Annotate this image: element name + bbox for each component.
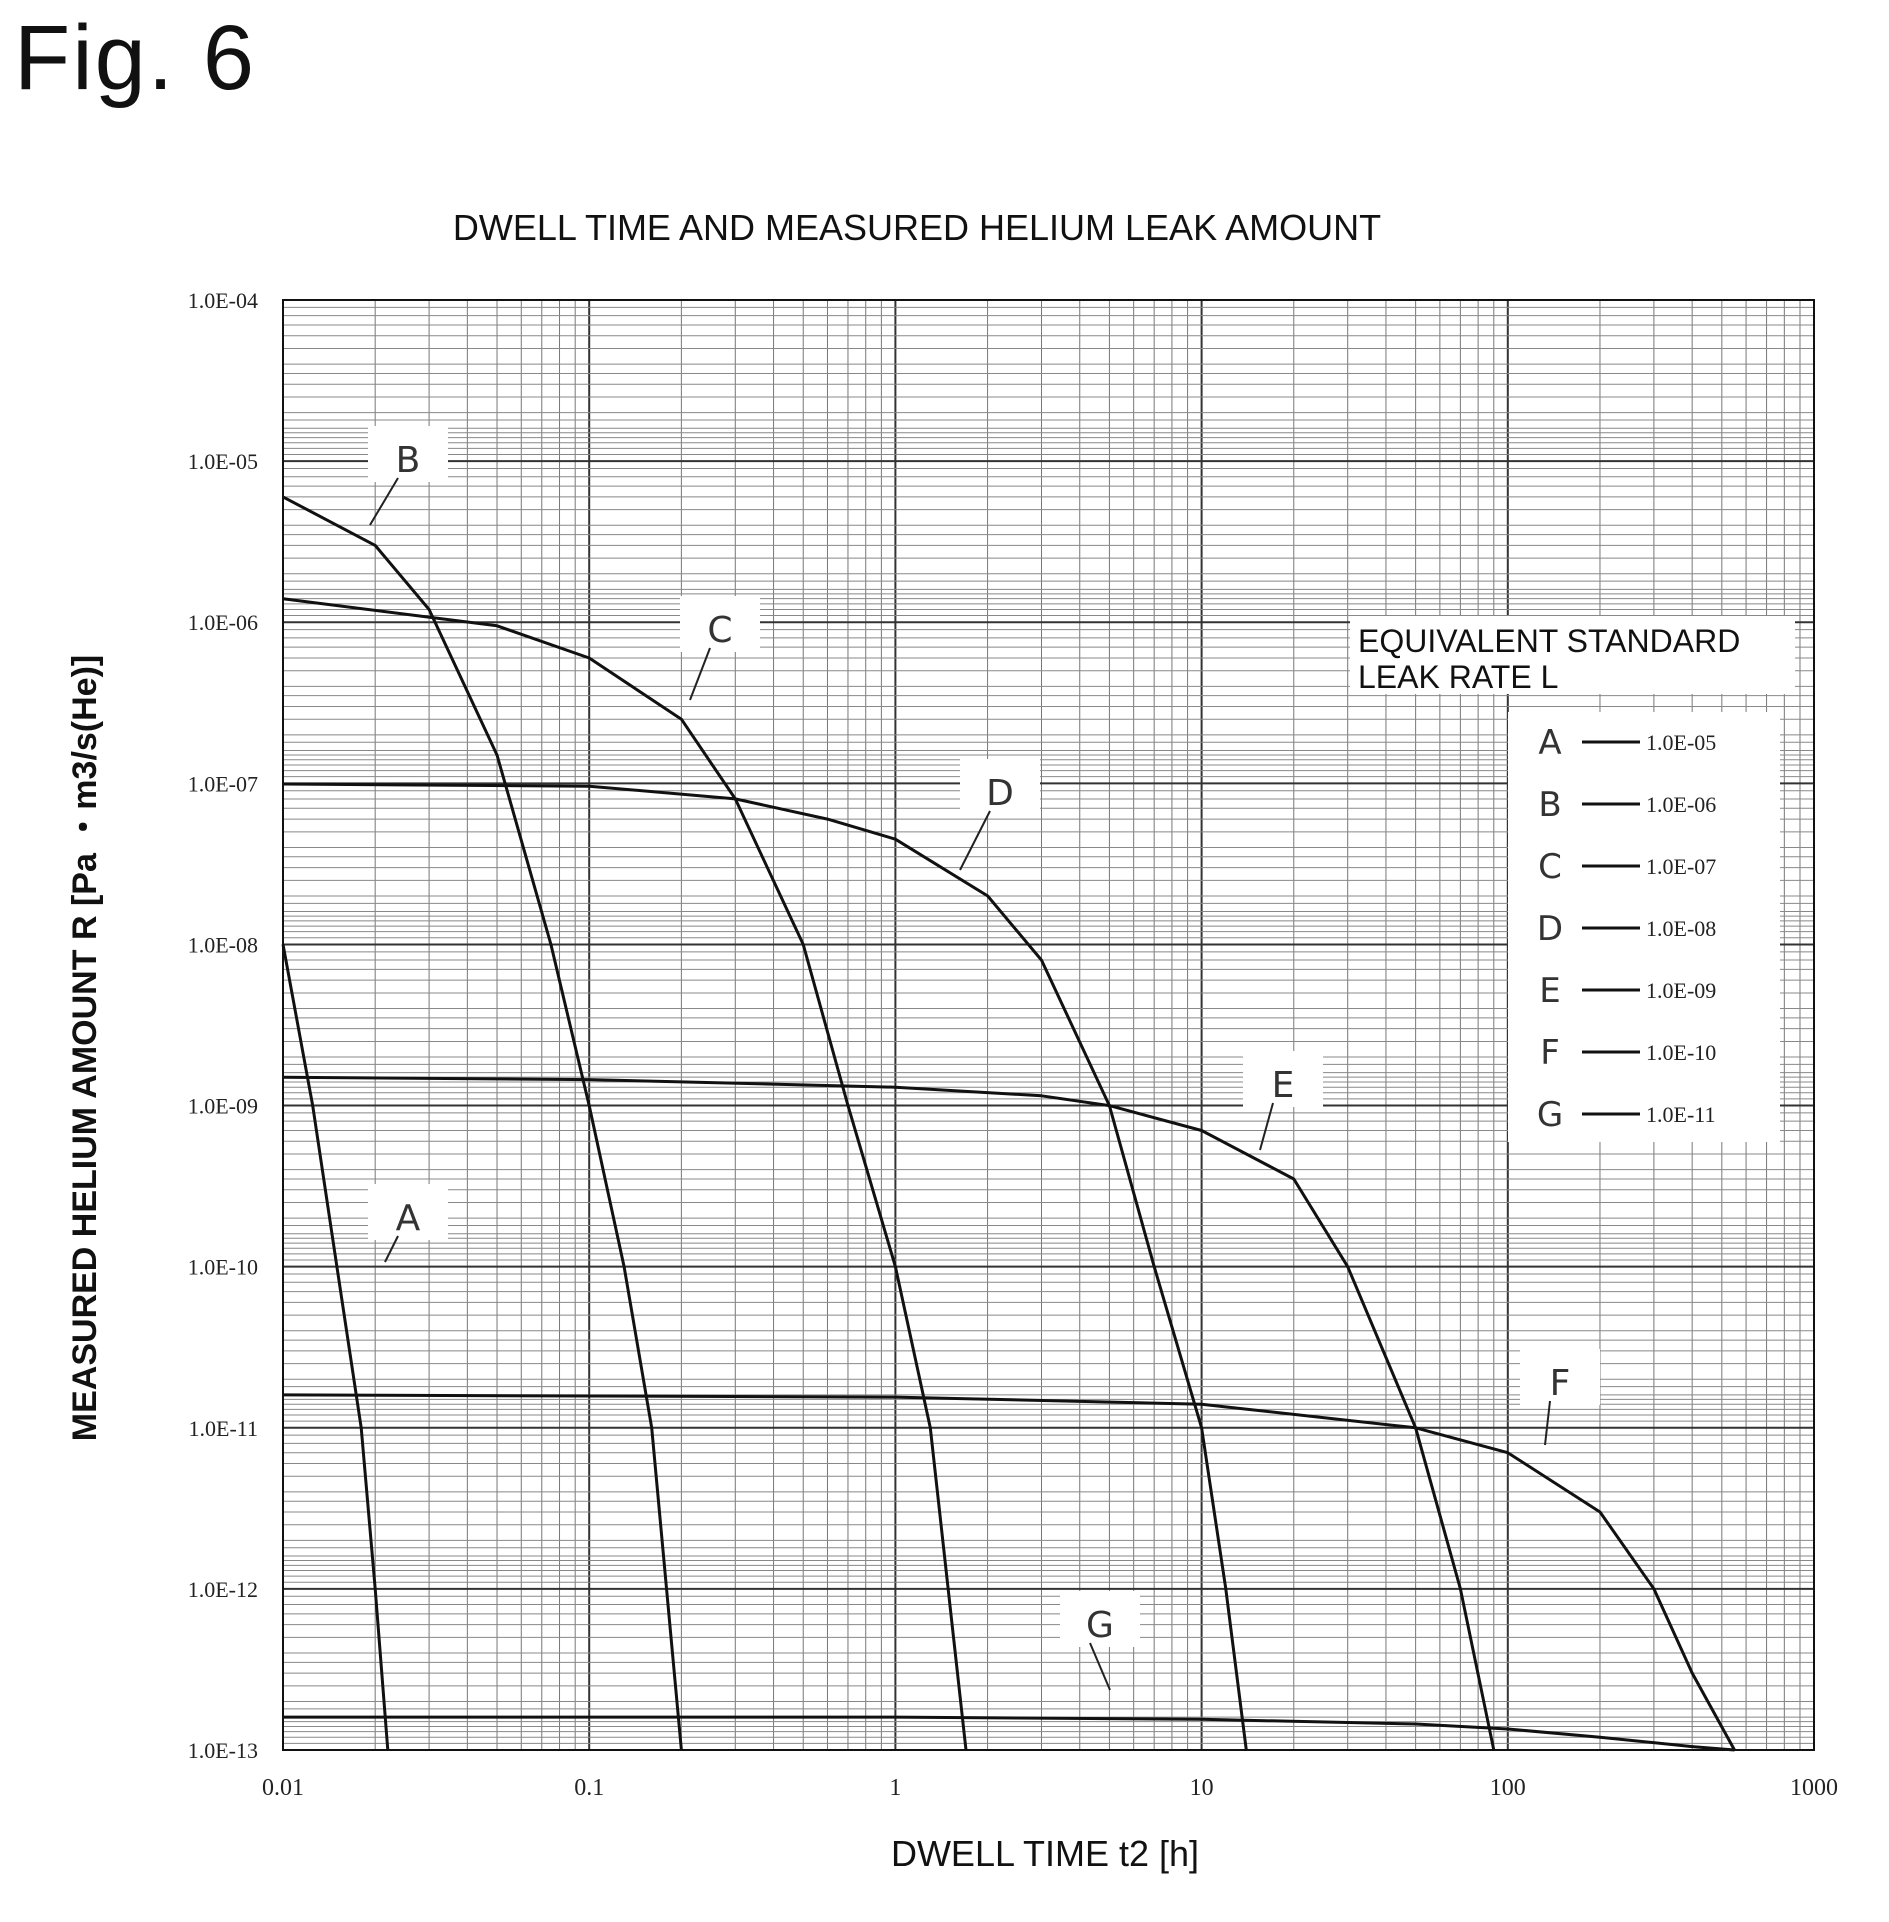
series-line-d [282, 782, 1248, 1751]
annotation-box [1243, 1051, 1323, 1107]
legend-entry-letter: D [1537, 909, 1563, 949]
legend-entry-value: 1.0E-10 [1646, 1040, 1716, 1065]
annotation-label-c: C [707, 610, 732, 651]
chart-title: DWELL TIME AND MEASURED HELIUM LEAK AMOU… [453, 207, 1381, 248]
legend-entry-value: 1.0E-08 [1646, 916, 1716, 941]
x-tick-label: 10 [1190, 1775, 1214, 1801]
y-tick-label: 1.0E-10 [188, 1255, 258, 1280]
y-tick-label: 1.0E-09 [188, 1094, 258, 1119]
series-line-a [281, 944, 390, 1751]
legend-entry-letter: F [1540, 1033, 1560, 1073]
annotation-leader [1544, 1400, 1551, 1446]
annotation-leader [1089, 1642, 1111, 1691]
plot-frame [282, 299, 1815, 1751]
legend-entry-letter: G [1537, 1095, 1563, 1135]
annotation-box [1520, 1349, 1600, 1405]
x-tick-labels: 0.01 0.1 1 10 100 1000 [262, 1775, 1838, 1801]
y-tick-label: 1.0E-07 [188, 771, 258, 796]
annotation-box [960, 759, 1040, 815]
annotation-leader [384, 1235, 399, 1263]
annotation-box [368, 1184, 448, 1240]
series-curves [281, 495, 1736, 1752]
legend-entry-value: 1.0E-07 [1646, 854, 1716, 879]
annotation-box [1060, 1591, 1140, 1647]
y-tick-label: 1.0E-06 [188, 610, 258, 635]
legend-entry-value: 1.0E-05 [1646, 730, 1716, 755]
y-tick-label: 1.0E-13 [188, 1738, 258, 1763]
x-tick-label: 1000 [1790, 1775, 1838, 1801]
legend-entry-letter: B [1538, 785, 1561, 825]
series-line-f [282, 1393, 1736, 1751]
legend-entry-value: 1.0E-06 [1646, 792, 1716, 817]
y-tick-label: 1.0E-12 [188, 1577, 258, 1602]
annotation-leader [959, 810, 991, 871]
annotation-leader [369, 477, 399, 526]
legend-title-line2: LEAK RATE L [1358, 659, 1558, 695]
series-line-c [282, 597, 968, 1751]
y-tick-label: 1.0E-08 [188, 932, 258, 957]
series-line-b [282, 495, 683, 1751]
legend-entry-letter: C [1538, 847, 1562, 887]
y-tick-label: 1.0E-05 [188, 449, 258, 474]
annotation-box [368, 426, 448, 482]
legend-entry-letter: E [1539, 971, 1560, 1011]
legend-entry-letter: A [1538, 723, 1561, 763]
legend-entries-box [1508, 712, 1780, 1142]
x-tick-label: 0.01 [262, 1775, 304, 1801]
annotation-label-g: G [1086, 1605, 1114, 1646]
annotation-label-f: F [1550, 1363, 1571, 1404]
annotation-label-e: E [1272, 1065, 1295, 1106]
annotation-box [680, 596, 760, 652]
legend-entry-value: 1.0E-09 [1646, 978, 1716, 1003]
annotation-leader [1259, 1102, 1274, 1151]
x-tick-label: 100 [1490, 1775, 1526, 1801]
series-line-g [283, 1715, 1735, 1752]
figure-label: Fig. 6 [14, 7, 257, 109]
series-line-e [282, 1075, 1496, 1751]
annotation-leader [689, 647, 711, 701]
x-tick-label: 1 [889, 1775, 901, 1801]
y-tick-label: 1.0E-04 [188, 288, 258, 313]
y-tick-label: 1.0E-11 [189, 1416, 258, 1441]
annotation-label-d: D [986, 773, 1014, 814]
x-tick-label: 0.1 [574, 1775, 604, 1801]
legend-title-box [1350, 616, 1795, 694]
x-axis-label: DWELL TIME t2 [h] [891, 1833, 1199, 1874]
annotation-label-a: A [396, 1198, 421, 1239]
legend-entry-value: 1.0E-11 [1646, 1102, 1715, 1127]
annotation-label-b: B [396, 440, 421, 481]
y-axis-label: MEASURED HELIUM AMOUNT R [Pa ・m3/s(He)] [66, 655, 104, 1441]
legend-title-line1: EQUIVALENT STANDARD [1358, 623, 1740, 659]
y-tick-labels: 1.0E-04 1.0E-05 1.0E-06 1.0E-07 1.0E-08 1.0E-… [188, 288, 258, 1763]
